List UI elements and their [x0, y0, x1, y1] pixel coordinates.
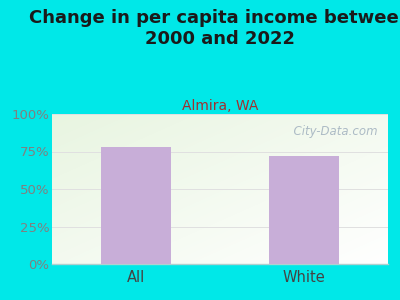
- Bar: [269, 156, 339, 264]
- Text: Almira, WA: Almira, WA: [182, 99, 258, 113]
- Text: Change in per capita income between
2000 and 2022: Change in per capita income between 2000…: [29, 9, 400, 48]
- Bar: [101, 147, 171, 264]
- Text: City-Data.com: City-Data.com: [286, 124, 378, 137]
